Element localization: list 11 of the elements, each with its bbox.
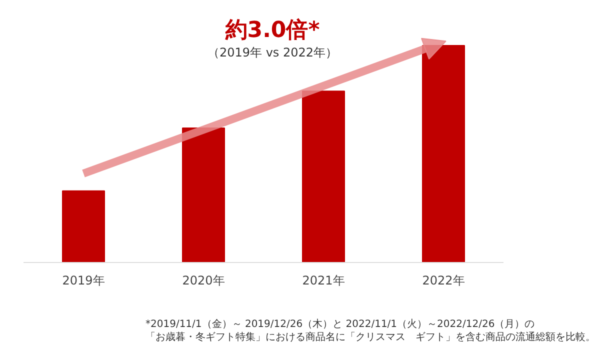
x-tick-label: 2022年 <box>422 274 465 288</box>
text: *2019/11/1（金）～ 2019/12/26（木）と 2022/11/1（火）～2022/12/26（月）の <box>146 318 535 330</box>
bar <box>302 90 345 263</box>
x-tick-label: 2019年 <box>62 274 105 288</box>
bar <box>62 190 105 263</box>
text: 「お歳暮・冬ギフト特集」における商品名に「クリスマス ギフト」を含む商品の流通総額を比較。 <box>146 331 596 343</box>
chart-title: 約3.0倍* <box>224 18 320 43</box>
bar <box>182 127 225 263</box>
x-tick-label: 2021年 <box>302 274 345 288</box>
chart-subtitle: （2019年 vs 2022年） <box>207 46 338 60</box>
x-tick-label: 2020年 <box>182 274 225 288</box>
